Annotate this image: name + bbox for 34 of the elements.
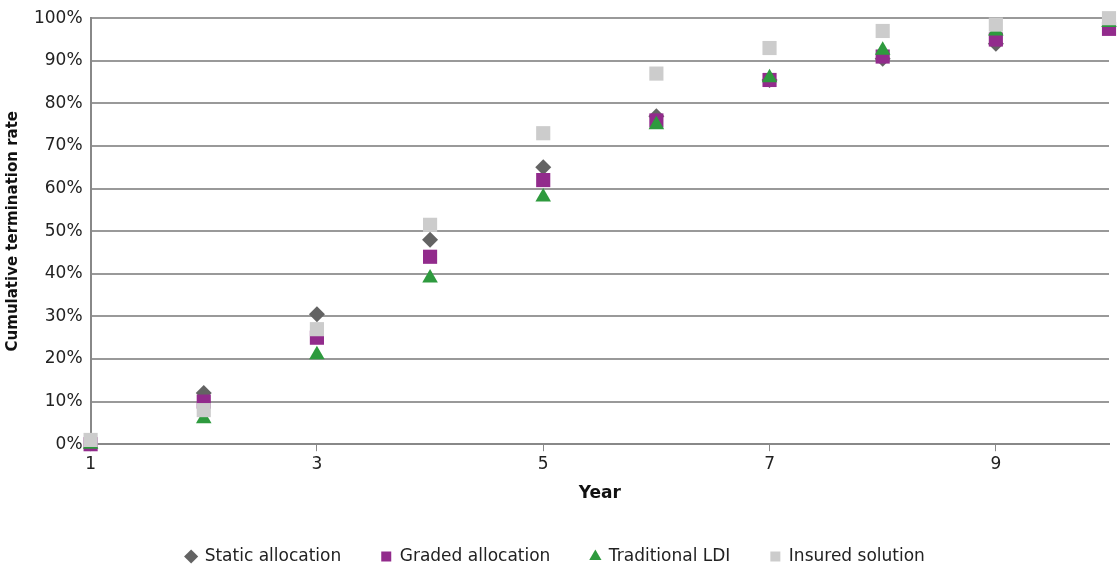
point bbox=[536, 126, 551, 141]
y-tick-label: 100% bbox=[33, 6, 83, 27]
point bbox=[309, 322, 324, 337]
y-tick-label: 90% bbox=[44, 49, 83, 70]
x-tick-label: 7 bbox=[764, 452, 775, 473]
y-tick-label: 80% bbox=[44, 91, 83, 112]
y-tick-label: 50% bbox=[44, 219, 83, 240]
legend-label: Insured solution bbox=[788, 544, 925, 565]
point bbox=[422, 231, 439, 248]
y-tick-label: 60% bbox=[44, 177, 83, 198]
point bbox=[308, 306, 325, 323]
x-tick-label: 5 bbox=[537, 452, 549, 473]
y-tick-label: 0% bbox=[55, 432, 83, 453]
y-axis-title: Cumulative termination rate bbox=[2, 110, 21, 352]
point bbox=[423, 249, 438, 264]
point bbox=[423, 217, 438, 232]
legend-label: Static allocation bbox=[204, 544, 342, 565]
x-axis-title: Year bbox=[577, 482, 622, 503]
point bbox=[762, 40, 777, 56]
point bbox=[196, 403, 211, 418]
y-tick-label: 20% bbox=[44, 347, 83, 368]
legend-label: Graded allocation bbox=[399, 544, 551, 565]
y-tick-label: 70% bbox=[44, 134, 83, 155]
point bbox=[875, 23, 890, 39]
y-tick-label: 40% bbox=[44, 262, 83, 283]
point bbox=[988, 17, 1003, 32]
point bbox=[536, 173, 551, 188]
x-tick-label: 9 bbox=[990, 452, 1002, 473]
legend-label: Traditional LDI bbox=[607, 544, 731, 565]
y-tick-label: 30% bbox=[44, 304, 83, 325]
x-tick-label: 1 bbox=[85, 452, 97, 473]
y-tick-label: 10% bbox=[44, 390, 83, 411]
x-tick-label: 3 bbox=[311, 452, 323, 473]
point bbox=[649, 66, 664, 81]
